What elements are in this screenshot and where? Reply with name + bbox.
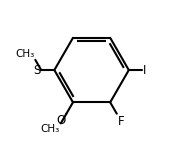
Text: S: S [33, 64, 40, 77]
Text: CH₃: CH₃ [15, 49, 35, 59]
Text: CH₃: CH₃ [41, 124, 60, 134]
Text: F: F [118, 115, 124, 128]
Text: I: I [143, 64, 146, 77]
Text: O: O [56, 114, 66, 127]
